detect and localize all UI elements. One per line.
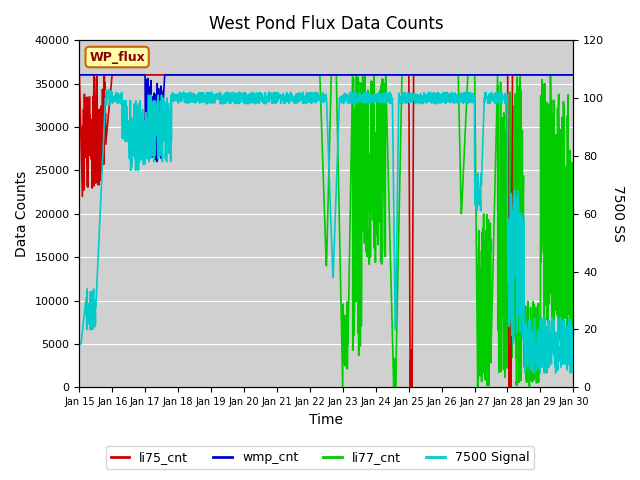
Title: West Pond Flux Data Counts: West Pond Flux Data Counts [209,15,444,33]
Legend: li75_cnt, wmp_cnt, li77_cnt, 7500 Signal: li75_cnt, wmp_cnt, li77_cnt, 7500 Signal [106,446,534,469]
Y-axis label: Data Counts: Data Counts [15,170,29,257]
X-axis label: Time: Time [309,413,344,427]
Text: WP_flux: WP_flux [90,50,145,63]
Y-axis label: 7500 SS: 7500 SS [611,185,625,242]
